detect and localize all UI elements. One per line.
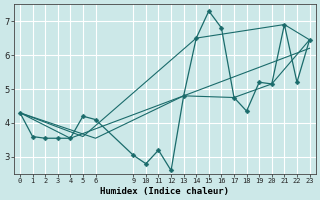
- X-axis label: Humidex (Indice chaleur): Humidex (Indice chaleur): [100, 187, 229, 196]
